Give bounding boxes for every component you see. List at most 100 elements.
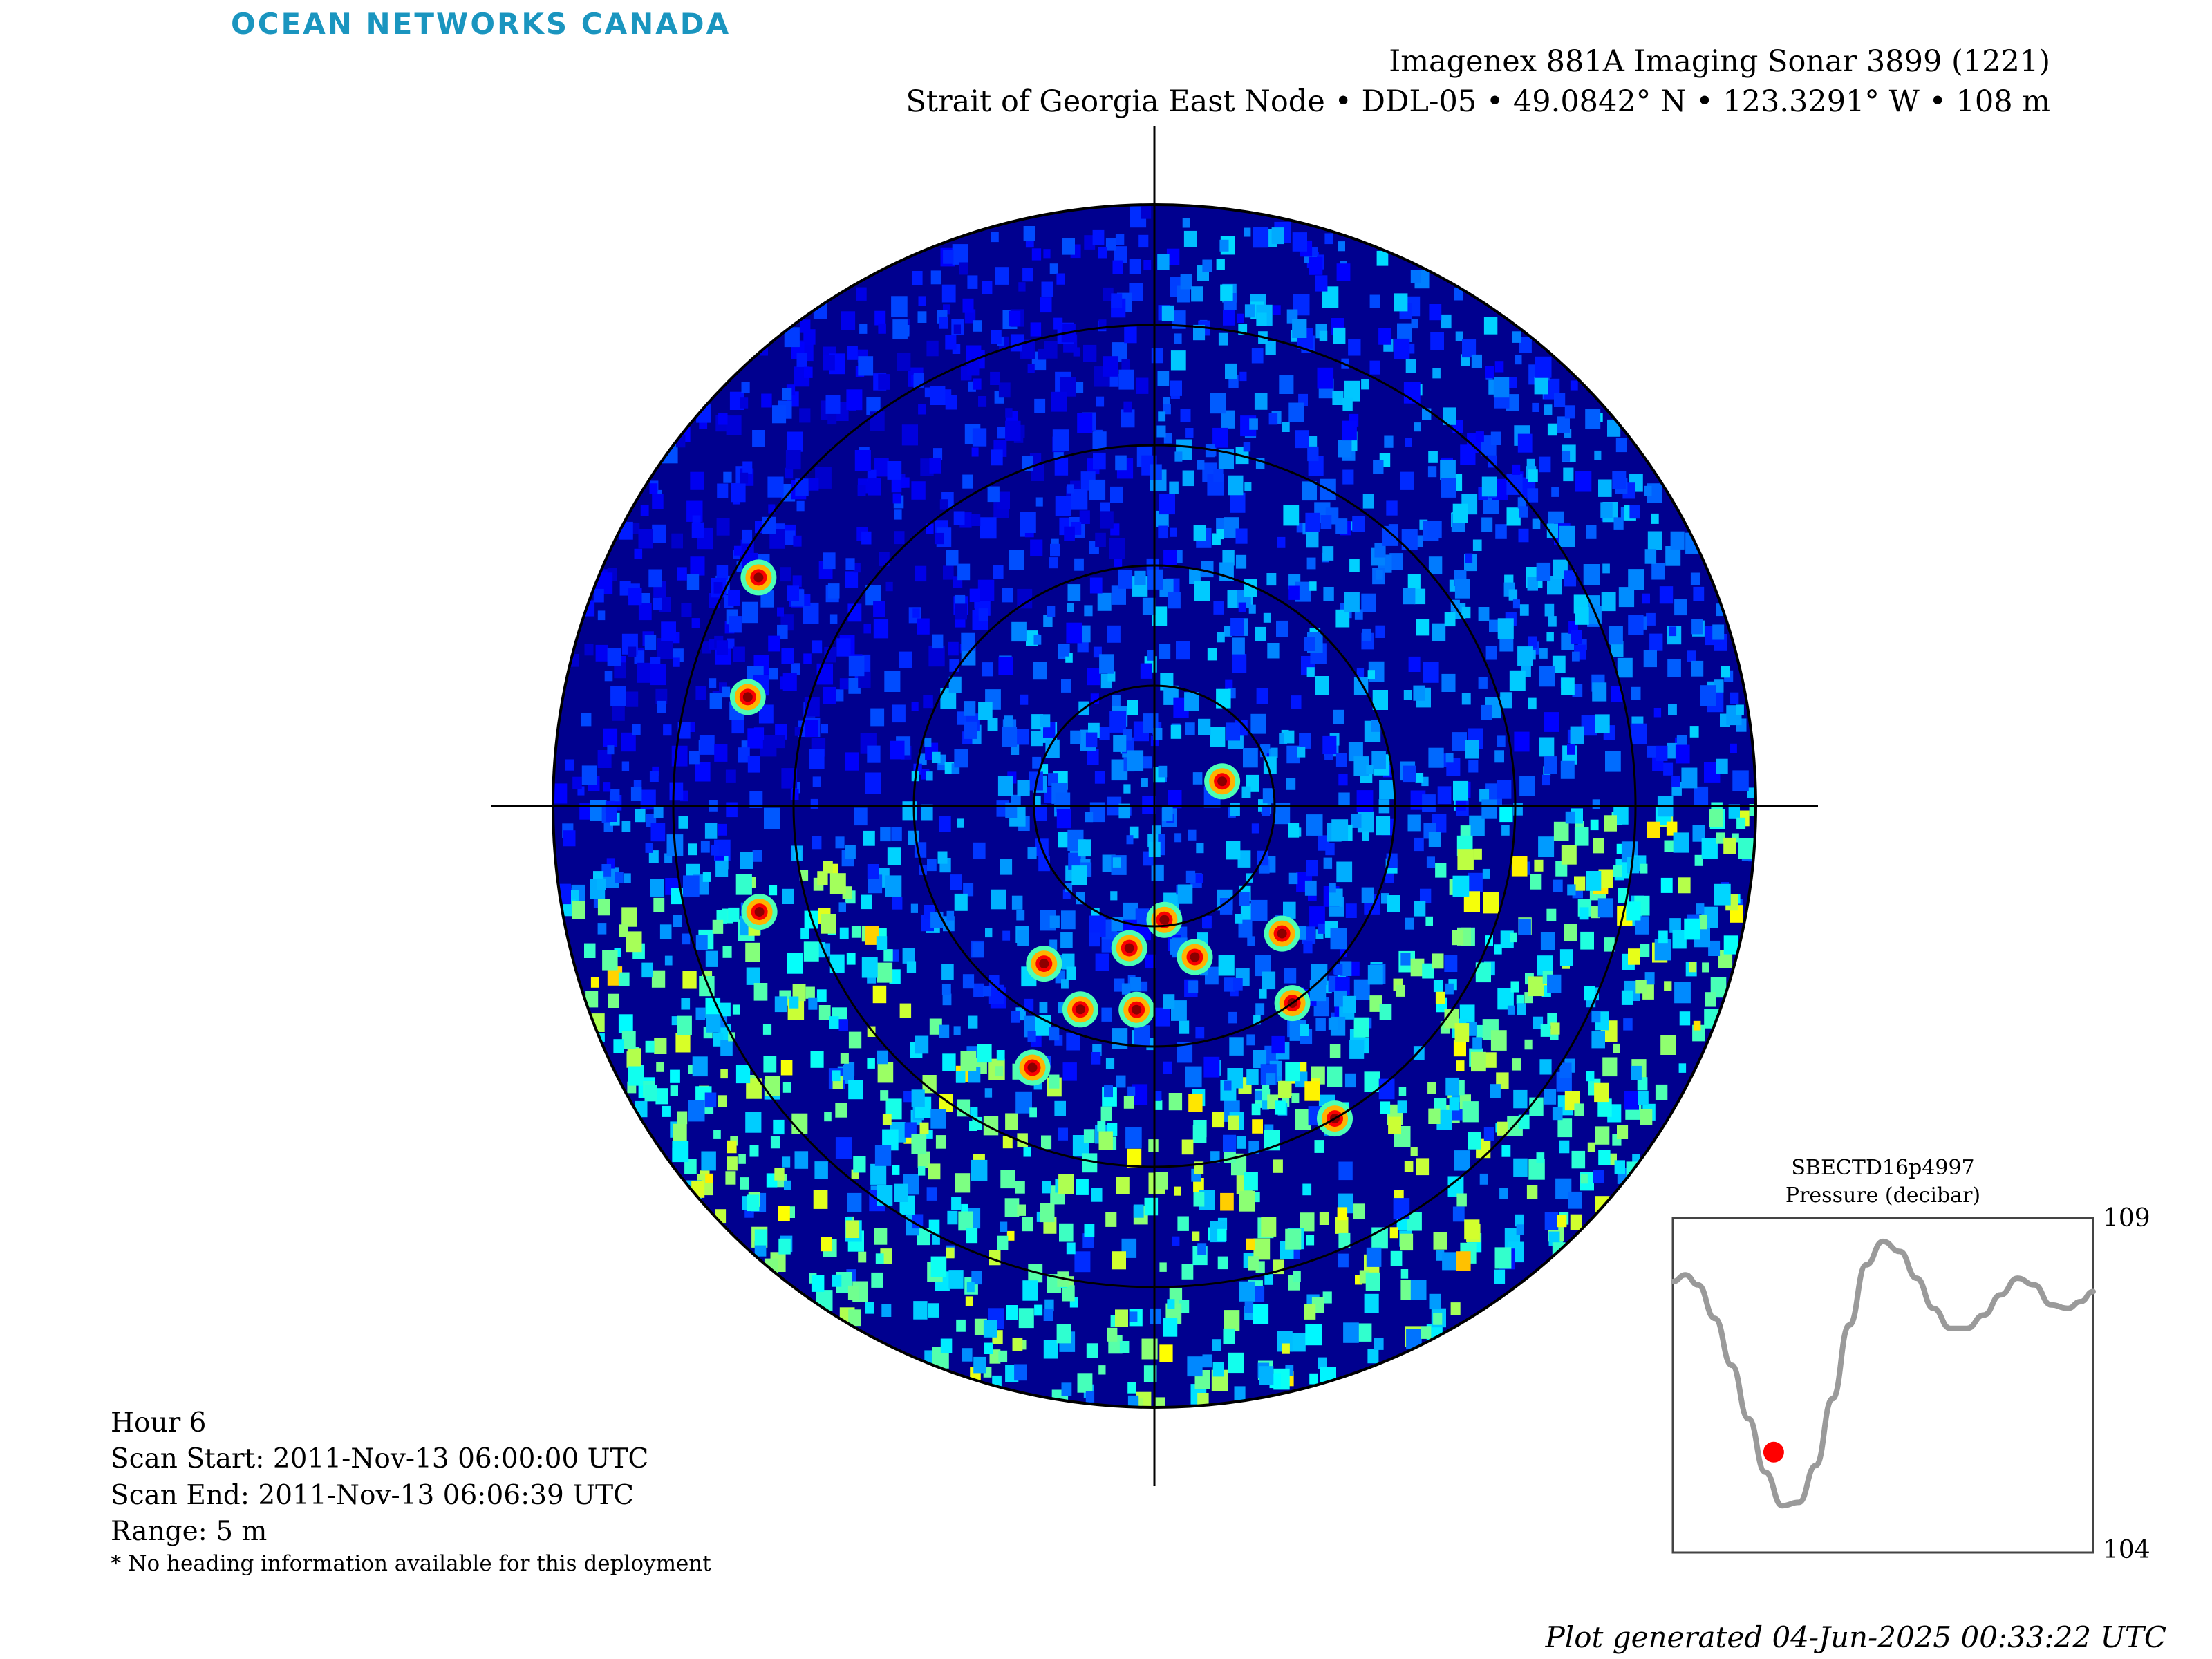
sonar-speckle: [638, 603, 652, 621]
sonar-speckle: [702, 872, 711, 882]
sonar-speckle: [1716, 832, 1725, 844]
sonar-speckle: [1095, 532, 1106, 547]
sonar-speckle: [1364, 1293, 1379, 1313]
sonar-speckle: [1730, 692, 1739, 704]
sonar-speckle: [871, 1272, 883, 1288]
sonar-speckle: [1379, 1004, 1392, 1020]
sonar-speckle: [1547, 423, 1557, 436]
sonar-speckle: [943, 250, 954, 264]
sonar-speckle: [1014, 1364, 1027, 1381]
sonar-speckle: [1309, 436, 1318, 447]
sonar-speckle: [854, 807, 868, 826]
sonar-return-halo: [1132, 1004, 1142, 1015]
sonar-speckle: [1112, 1251, 1126, 1270]
sonar-speckle: [1651, 513, 1659, 524]
sonar-speckle: [597, 750, 612, 768]
sonar-speckle: [1518, 918, 1531, 935]
sonar-speckle: [1285, 1228, 1302, 1250]
sonar-speckle: [1038, 348, 1047, 360]
sonar-speckle: [1440, 460, 1456, 480]
sonar-speckle: [1124, 326, 1137, 344]
sonar-speckle: [1723, 837, 1736, 854]
sonar-speckle: [1262, 1082, 1270, 1093]
sonar-speckle: [1224, 1080, 1232, 1091]
sonar-speckle: [1253, 227, 1269, 248]
sonar-speckle: [1084, 235, 1096, 250]
sonar-speckle: [664, 955, 673, 966]
sonar-speckle: [824, 646, 836, 663]
sonar-speckle: [950, 874, 962, 890]
sonar-speckle: [1598, 1150, 1611, 1165]
sonar-speckle: [1114, 978, 1125, 992]
sonar-speckle: [961, 646, 976, 666]
sonar-speckle: [597, 878, 606, 890]
sonar-speckle: [1244, 1172, 1258, 1191]
sonar-speckle: [1513, 1158, 1528, 1177]
sonar-speckle: [1385, 871, 1394, 883]
sonar-speckle: [1127, 1382, 1136, 1394]
sonar-speckle: [1594, 1082, 1609, 1103]
sonar-speckle: [1423, 662, 1439, 683]
sonar-speckle: [655, 688, 668, 704]
sonar-speckle: [1519, 604, 1529, 616]
sonar-speckle: [633, 780, 642, 791]
sonar-speckle: [1472, 539, 1482, 551]
sonar-speckle: [690, 556, 705, 576]
sonar-speckle: [684, 1159, 697, 1174]
sonar-speckle: [867, 1058, 875, 1069]
sonar-speckle: [579, 803, 592, 820]
sonar-speckle: [1613, 865, 1622, 877]
sonar-speckle: [917, 311, 927, 323]
sonar-speckle: [1282, 422, 1290, 432]
sonar-speckle: [1286, 745, 1300, 764]
sonar-speckle: [832, 1070, 841, 1082]
sonar-speckle: [1282, 1343, 1290, 1354]
sonar-speckle: [1255, 955, 1271, 977]
sonar-speckle: [830, 614, 838, 624]
sonar-speckle: [930, 270, 941, 285]
sonar-speckle: [998, 656, 1013, 675]
sonar-speckle: [1304, 880, 1317, 896]
sonar-speckle: [1222, 550, 1235, 566]
sonar-speckle: [581, 713, 592, 727]
sonar-speckle: [984, 1088, 993, 1098]
sonar-speckle: [732, 1004, 740, 1015]
sonar-speckle: [740, 397, 749, 409]
sonar-speckle: [1239, 371, 1247, 382]
sonar-speckle: [1237, 313, 1244, 323]
sonar-speckle: [1234, 1386, 1246, 1401]
sonar-speckle: [682, 933, 691, 945]
sonar-speckle: [1035, 497, 1043, 507]
sonar-speckle: [1171, 1000, 1187, 1021]
sonar-speckle: [1040, 764, 1049, 775]
sonar-speckle: [1375, 625, 1385, 638]
sonar-speckle: [1584, 986, 1595, 1001]
sonar-speckle: [830, 873, 846, 894]
sonar-speckle: [683, 875, 700, 897]
sonar-speckle: [692, 515, 701, 526]
sonar-speckle: [1016, 910, 1025, 921]
sonar-speckle: [610, 686, 626, 706]
sonar-speckle: [1647, 821, 1660, 838]
sonar-speckle: [982, 662, 993, 677]
sonar-speckle: [1058, 1127, 1068, 1141]
sonar-speckle: [924, 738, 932, 747]
sonar-speckle: [740, 1177, 749, 1190]
sonar-speckle: [627, 1048, 641, 1067]
sonar-speckle: [1144, 1197, 1159, 1216]
sonar-speckle: [1145, 954, 1156, 968]
sonar-speckle: [918, 296, 926, 306]
pressure-inset-chart: [1671, 1217, 2096, 1554]
sonar-speckle: [937, 851, 948, 864]
sonar-speckle: [644, 1085, 657, 1102]
sonar-speckle: [845, 571, 859, 588]
sonar-speckle: [960, 1051, 977, 1071]
sonar-speckle: [1123, 401, 1132, 413]
sonar-speckle: [632, 724, 641, 735]
sonar-speckle: [1544, 712, 1559, 732]
sonar-speckle: [1557, 416, 1570, 433]
sonar-speckle: [645, 843, 653, 853]
sonar-speckle: [1032, 756, 1042, 769]
sonar-speckle: [618, 972, 630, 986]
sonar-speckle: [1100, 511, 1114, 529]
